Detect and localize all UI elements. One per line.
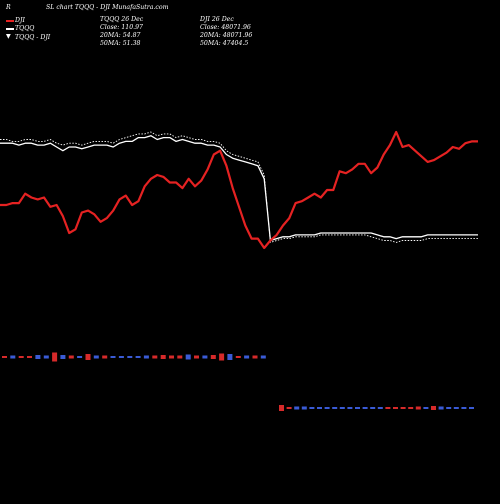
series-line-tqqq-dji — [0, 131, 478, 243]
volume-segment-1-bar-25 — [210, 355, 216, 359]
legend-marker-diff: ▼ — [6, 33, 11, 40]
volume-segment-1-bar-8 — [68, 355, 74, 359]
volume-segment-1-bar-16 — [135, 356, 141, 358]
volume-segment-2-bar-11 — [362, 407, 368, 409]
volume-segment-1-bar-21 — [177, 355, 183, 359]
volume-segment-1-bar-4 — [35, 355, 41, 359]
volume-segment-2-bar-9 — [347, 407, 353, 409]
tqqq-50ma-label: 50MA: 51.38 — [100, 40, 141, 47]
corner-letter: R — [6, 4, 11, 11]
legend-label-dji: DJI — [15, 17, 25, 24]
volume-segment-1-bar-0 — [2, 356, 7, 358]
volume-segment-1-bar-28 — [235, 356, 241, 358]
volume-segment-2-bar-0 — [279, 405, 284, 411]
legend-swatch-tqqq — [6, 28, 14, 30]
dji-20ma-label: 20MA: 48071.96 — [200, 32, 253, 39]
volume-segment-1-bar-23 — [194, 355, 199, 359]
volume-segment-2-bar-8 — [339, 407, 345, 409]
legend-swatch-dji — [6, 20, 14, 22]
volume-segment-2-bar-10 — [355, 407, 360, 409]
tqqq-close-label: Close: 110.97 — [100, 24, 143, 31]
volume-segment-2-bar-17 — [408, 407, 414, 409]
volume-segment-1-bar-20 — [169, 355, 174, 359]
price-layer — [0, 130, 478, 250]
volume-segment-2-bar-18 — [415, 406, 421, 410]
volume-segment-2-bar-2 — [294, 406, 300, 410]
volume-segment-1-bar-13 — [110, 356, 116, 358]
legend-label-tqqq: TQQQ — [15, 25, 35, 32]
dji-date-label: DJI 26 Dec — [200, 16, 234, 23]
volume-segment-1-bar-19 — [160, 355, 166, 359]
volume-segment-1-bar-24 — [202, 355, 208, 359]
volume-segment-1-bar-12 — [102, 355, 108, 359]
series-line-tqqq — [0, 135, 478, 242]
volume-segment-1-bar-30 — [252, 355, 258, 359]
volume-segment-1-bar-22 — [185, 354, 191, 360]
volume-segment-2-bar-20 — [431, 406, 436, 410]
volume-segment-2-bar-4 — [309, 407, 315, 409]
tqqq-date-label: TQQQ 26 Dec — [100, 16, 144, 23]
volume-segment-1-bar-10 — [85, 354, 91, 360]
volume-segment-1-bar-17 — [143, 355, 149, 359]
volume-segment-2-bar-24 — [461, 407, 467, 409]
volume-segment-1-bar-9 — [77, 356, 83, 358]
volume-segment-2-bar-1 — [286, 407, 292, 409]
volume-segment-1-bar-14 — [118, 356, 124, 358]
volume-segment-2-bar-6 — [324, 407, 330, 409]
volume-segment-2-bar-15 — [393, 407, 398, 409]
volume-segment-1-bar-2 — [18, 356, 24, 358]
volume-segment-1-bar-27 — [227, 354, 233, 360]
volume-segment-1-bar-6 — [52, 352, 58, 362]
volume-segment-1-bar-1 — [10, 355, 16, 359]
volume-segment-2-bar-12 — [370, 407, 376, 409]
dji-close-label: Close: 48071.96 — [200, 24, 251, 31]
volume-segment-2-bar-25 — [469, 407, 474, 409]
volume-segment-2-bar-21 — [438, 406, 444, 410]
series-line-dji — [0, 130, 478, 250]
volume-segment-1-bar-5 — [43, 355, 49, 359]
volume-segment-2-bar-5 — [317, 407, 322, 409]
volume-segment-1-bar-15 — [127, 356, 133, 358]
volume-segment-1-bar-26 — [219, 353, 225, 361]
volume-segment-1-bar-18 — [152, 355, 158, 359]
volume-segment-1-bar-3 — [27, 356, 32, 358]
volume-segment-1-bar-11 — [93, 355, 99, 359]
volume-segment-2-bar-13 — [377, 407, 383, 409]
volume-segment-2-bar-22 — [446, 407, 452, 409]
volume-segment-1-bar-29 — [244, 355, 250, 359]
legend-label-diff: TQQQ - DJI — [15, 34, 51, 41]
chart-title: SL chart TQQQ - DJI MunafaSutra.com — [46, 4, 169, 11]
volume-segment-2-bar-7 — [332, 407, 338, 409]
volume-segment-2-bar-14 — [385, 407, 391, 409]
tqqq-20ma-label: 20MA: 54.87 — [100, 32, 141, 39]
volume-segment-1-bar-7 — [60, 355, 66, 359]
volume-segment-1-bar-31 — [260, 355, 266, 359]
volume-segment-2-bar-3 — [301, 406, 307, 410]
volume-segment-2-bar-19 — [423, 407, 429, 409]
dji-50ma-label: 50MA: 47404.5 — [200, 40, 249, 47]
volume-segment-2-bar-16 — [400, 407, 406, 409]
volume-segment-2-bar-23 — [453, 407, 459, 409]
volume-bars-layer — [2, 352, 474, 411]
